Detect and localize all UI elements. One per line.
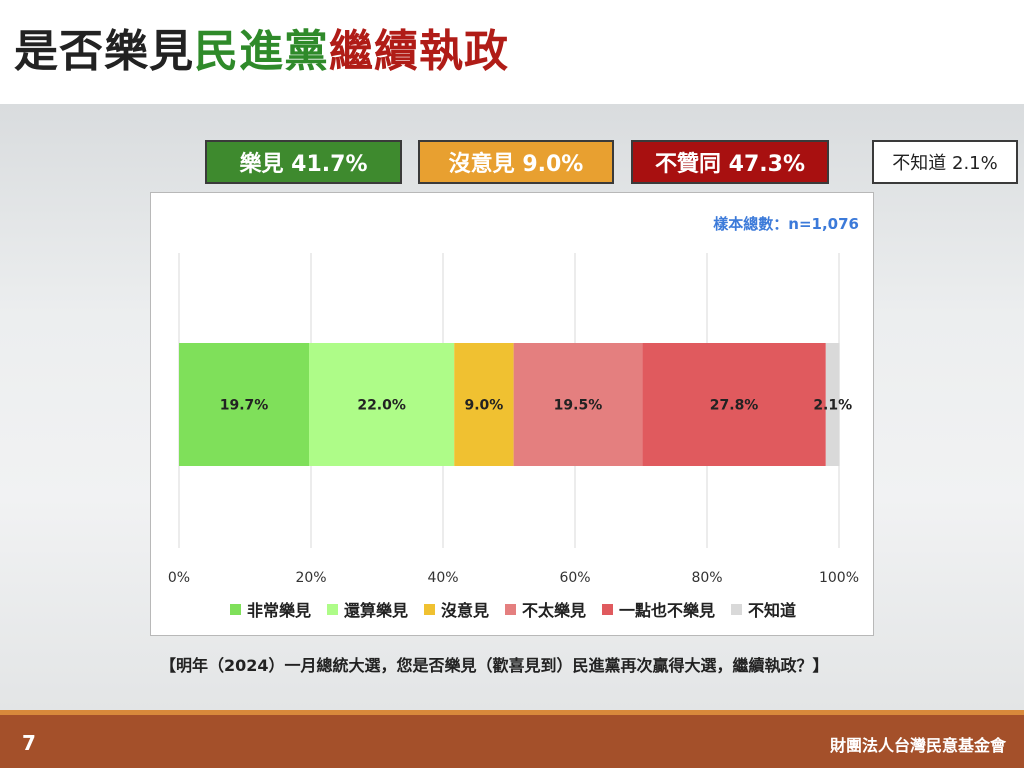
x-tick-label: 80% bbox=[691, 570, 722, 586]
survey-question: 【明年（2024）一月總統大選，您是否樂見（歡喜見到）民進黨再次贏得大選，繼續執… bbox=[160, 656, 829, 675]
bar-segment-2 bbox=[309, 343, 455, 466]
title-part-1: 是否樂見 bbox=[14, 26, 194, 77]
chart-legend: 非常樂見 還算樂見 沒意見 不太樂見 一點也不樂見 不知道 bbox=[151, 597, 875, 621]
legend-swatch bbox=[423, 603, 435, 615]
bar-segment-5 bbox=[642, 343, 826, 466]
legend-item: 不知道 bbox=[731, 597, 796, 621]
legend-label: 不太樂見 bbox=[522, 601, 587, 620]
sample-size-label: 樣本總數：n=1,076 bbox=[713, 215, 859, 233]
legend-item: 還算樂見 bbox=[326, 597, 408, 621]
legend-swatch bbox=[505, 603, 516, 615]
x-tick-label: 0% bbox=[168, 570, 190, 586]
legend-swatch bbox=[731, 603, 743, 615]
page-number: 7 bbox=[22, 731, 36, 755]
bar-data-label: 19.5% bbox=[554, 398, 603, 414]
bar-segment-1 bbox=[179, 343, 310, 466]
summary-unknown-badge: 不知道 2.1% bbox=[872, 140, 1018, 184]
page-title: 是否樂見民進黨繼續執政 bbox=[14, 20, 509, 84]
legend-label: 非常樂見 bbox=[246, 601, 311, 620]
x-tick-label: 60% bbox=[559, 570, 590, 586]
bar-segment-3 bbox=[454, 343, 514, 466]
legend-item: 一點也不樂見 bbox=[602, 597, 715, 621]
legend-item: 非常樂見 bbox=[229, 597, 311, 621]
legend-label: 一點也不樂見 bbox=[619, 601, 716, 620]
x-tick-label: 40% bbox=[427, 570, 458, 586]
summary-disapprove-badge: 不贊同 47.3% bbox=[631, 140, 829, 184]
bar-data-label: 19.7% bbox=[220, 398, 269, 414]
legend-item: 沒意見 bbox=[423, 597, 489, 621]
bar-data-label: 2.1% bbox=[813, 398, 852, 414]
legend-swatch bbox=[602, 603, 614, 615]
legend-swatch bbox=[326, 603, 338, 615]
bar-segment-6 bbox=[825, 343, 840, 466]
footer-accent-line bbox=[0, 710, 1024, 715]
bar-segment-4 bbox=[513, 343, 643, 466]
summary-neutral-badge: 沒意見 9.0% bbox=[418, 140, 614, 184]
legend-label: 還算樂見 bbox=[343, 601, 408, 620]
x-tick-label: 20% bbox=[295, 570, 326, 586]
organization-name: 財團法人台灣民意基金會 bbox=[829, 736, 1006, 755]
stacked-bar-chart: 0% 20% 40% 60% 80% 100% 19.7% 22.0% 9.0% 19.5% 27.… bbox=[168, 253, 859, 586]
x-tick-label: 100% bbox=[819, 570, 859, 586]
title-part-2: 民進黨 bbox=[194, 26, 329, 77]
legend-swatch bbox=[229, 603, 241, 615]
title-part-3: 繼續執政 bbox=[329, 26, 509, 77]
bar-data-label: 22.0% bbox=[357, 398, 406, 414]
legend-item: 不太樂見 bbox=[505, 597, 586, 621]
legend-label: 沒意見 bbox=[440, 601, 489, 620]
bar-data-label: 9.0% bbox=[465, 398, 504, 414]
chart-panel: 樣本總數：n=1,076 0% 20% 40% 60% 80% 100% 19.7% 22.0… bbox=[150, 192, 874, 636]
footer-bar: 7 財團法人台灣民意基金會 bbox=[0, 715, 1024, 768]
legend-label: 不知道 bbox=[748, 601, 797, 620]
bar-data-label: 27.8% bbox=[710, 398, 759, 414]
summary-approve-badge: 樂見 41.7% bbox=[205, 140, 402, 184]
